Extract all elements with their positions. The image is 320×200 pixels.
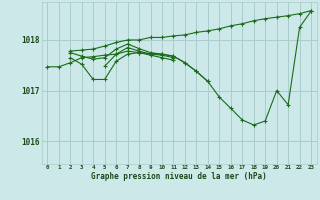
X-axis label: Graphe pression niveau de la mer (hPa): Graphe pression niveau de la mer (hPa) xyxy=(91,172,267,181)
